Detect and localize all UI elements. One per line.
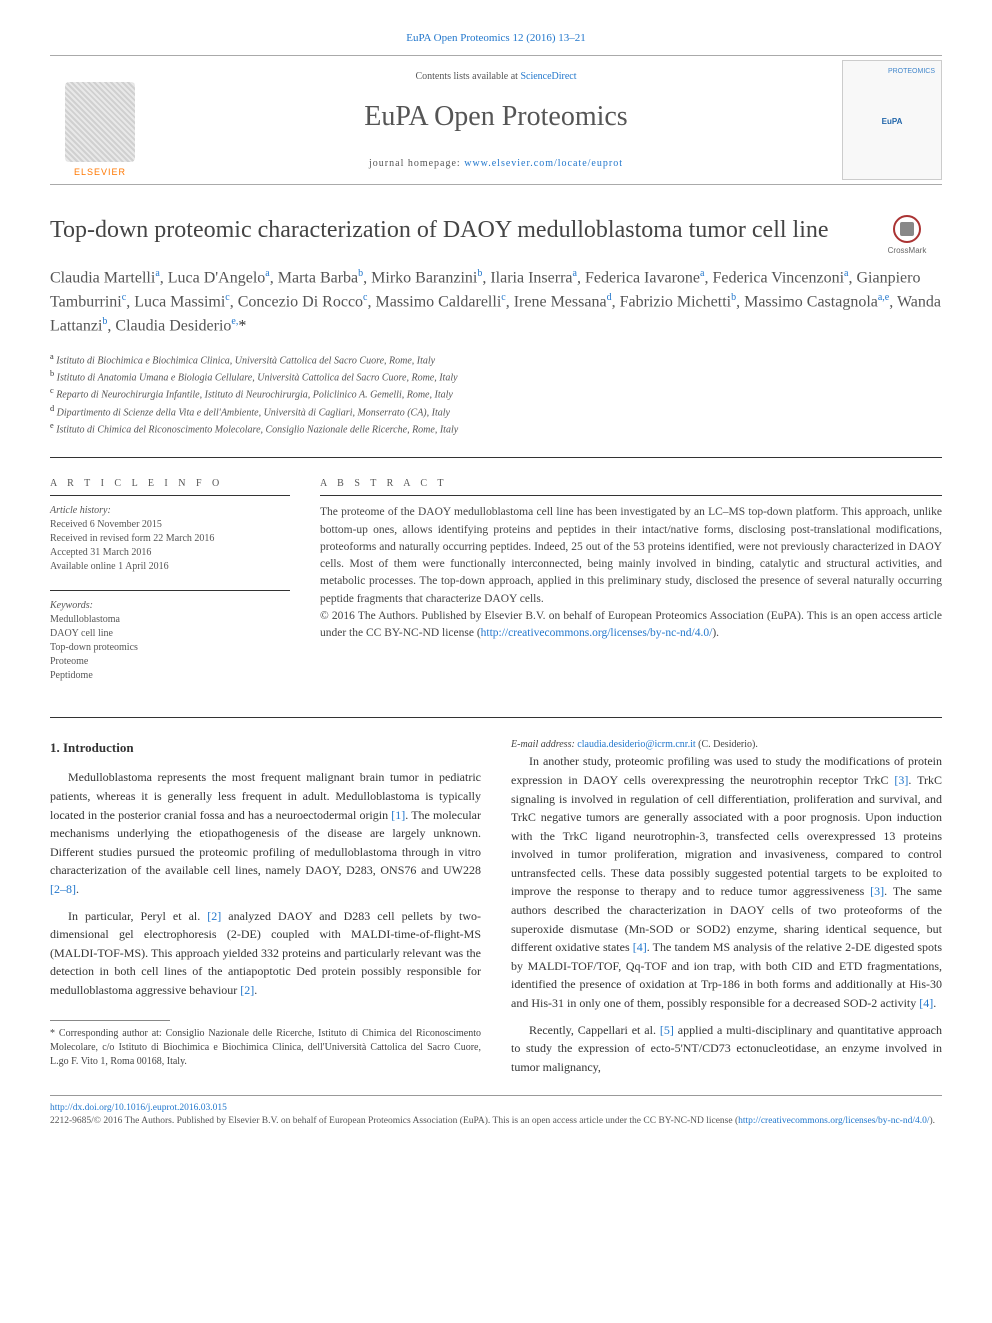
affiliations-list: a Istituto di Biochimica e Biochimica Cl… <box>50 351 942 438</box>
article-info-heading: A R T I C L E I N F O <box>50 476 290 491</box>
keyword: Top-down proteomics <box>50 641 290 655</box>
citation-link[interactable]: [3] <box>870 884 884 898</box>
cover-label-top: PROTEOMICS <box>888 67 935 78</box>
citation-link[interactable]: [4] <box>919 996 933 1010</box>
email-line: E-mail address: claudia.desiderio@icrm.c… <box>511 738 942 752</box>
abstract-text: The proteome of the DAOY medulloblastoma… <box>320 504 942 642</box>
history-line: Available online 1 April 2016 <box>50 560 290 574</box>
history-line: Received in revised form 22 March 2016 <box>50 532 290 546</box>
info-rule-1 <box>50 495 290 496</box>
footer-prefix: 2212-9685/© 2016 The Authors. Published … <box>50 1116 738 1126</box>
corresponding-author-note: * Corresponding author at: Consiglio Naz… <box>50 1027 481 1069</box>
page-footer: http://dx.doi.org/10.1016/j.euprot.2016.… <box>50 1095 942 1129</box>
banner-center: Contents lists available at ScienceDirec… <box>150 69 842 171</box>
email-suffix: (C. Desiderio). <box>696 739 758 750</box>
citation-link[interactable]: [5] <box>660 1023 674 1037</box>
abstract-heading: A B S T R A C T <box>320 476 942 491</box>
email-link[interactable]: claudia.desiderio@icrm.cnr.it <box>577 739 695 750</box>
info-rule-2 <box>50 590 290 591</box>
page-root: EuPA Open Proteomics 12 (2016) 13–21 ELS… <box>0 0 992 1168</box>
article-title: Top-down proteomic characterization of D… <box>50 215 942 246</box>
text-run: . <box>933 996 936 1010</box>
divider-top <box>50 457 942 458</box>
body-paragraph: In particular, Peryl et al. [2] analyzed… <box>50 907 481 1000</box>
keyword: Medulloblastoma <box>50 613 290 627</box>
contents-prefix: Contents lists available at <box>415 71 520 82</box>
homepage-prefix: journal homepage: <box>369 158 464 169</box>
keyword: Proteome <box>50 655 290 669</box>
text-run: . <box>254 983 257 997</box>
body-paragraph: Recently, Cappellari et al. [5] applied … <box>511 1021 942 1077</box>
journal-homepage-link[interactable]: www.elsevier.com/locate/euprot <box>464 158 623 169</box>
citation-link[interactable]: [2] <box>207 909 221 923</box>
journal-title: EuPA Open Proteomics <box>150 96 842 138</box>
crossmark-label: CrossMark <box>872 245 942 257</box>
cover-label-mid: EuPA <box>882 116 903 128</box>
history-label: Article history: <box>50 504 290 518</box>
publisher-logo-block: ELSEVIER <box>50 60 150 180</box>
copyright-suffix: ). <box>712 627 719 639</box>
citation-link[interactable]: [4] <box>633 940 647 954</box>
email-label: E-mail address: <box>511 739 577 750</box>
crossmark-badge[interactable]: CrossMark <box>872 215 942 257</box>
journal-homepage-line: journal homepage: www.elsevier.com/locat… <box>150 156 842 171</box>
authors-list: Claudia Martellia, Luca D'Angeloa, Marta… <box>50 266 942 339</box>
license-link[interactable]: http://creativecommons.org/licenses/by-n… <box>481 627 713 639</box>
keywords-block: Keywords: Medulloblastoma DAOY cell line… <box>50 599 290 683</box>
keyword: DAOY cell line <box>50 627 290 641</box>
text-run: In particular, Peryl et al. <box>68 909 207 923</box>
keyword: Peptidome <box>50 669 290 683</box>
journal-banner: ELSEVIER Contents lists available at Sci… <box>50 55 942 185</box>
crossmark-icon <box>893 215 921 243</box>
info-abstract-row: A R T I C L E I N F O Article history: R… <box>50 476 942 699</box>
article-info-column: A R T I C L E I N F O Article history: R… <box>50 476 290 699</box>
citation-link[interactable]: [2–8] <box>50 882 76 896</box>
citation-link[interactable]: [1] <box>391 808 405 822</box>
article-history-block: Article history: Received 6 November 201… <box>50 504 290 574</box>
contents-available-line: Contents lists available at ScienceDirec… <box>150 69 842 84</box>
journal-cover-thumbnail: PROTEOMICS EuPA <box>842 60 942 180</box>
footer-license-line: 2212-9685/© 2016 The Authors. Published … <box>50 1115 942 1128</box>
text-run: Recently, Cappellari et al. <box>529 1023 660 1037</box>
citation-link[interactable]: [2] <box>240 983 254 997</box>
divider-bottom <box>50 717 942 718</box>
history-line: Accepted 31 March 2016 <box>50 546 290 560</box>
footnote-rule <box>50 1020 170 1021</box>
text-run: . TrkC signaling is involved in regulati… <box>511 773 942 899</box>
citation-link[interactable]: [3] <box>894 773 908 787</box>
abstract-column: A B S T R A C T The proteome of the DAOY… <box>320 476 942 699</box>
publisher-name: ELSEVIER <box>74 166 126 180</box>
doi-link[interactable]: http://dx.doi.org/10.1016/j.euprot.2016.… <box>50 1103 227 1113</box>
sciencedirect-link[interactable]: ScienceDirect <box>520 71 576 82</box>
body-paragraph: In another study, proteomic profiling wa… <box>511 752 942 1012</box>
body-paragraph: Medulloblastoma represents the most freq… <box>50 768 481 898</box>
section-heading-intro: 1. Introduction <box>50 738 481 758</box>
footer-license-link[interactable]: http://creativecommons.org/licenses/by-n… <box>738 1116 929 1126</box>
text-run: In another study, proteomic profiling wa… <box>511 754 942 787</box>
text-run: . <box>76 882 79 896</box>
keywords-label: Keywords: <box>50 599 290 613</box>
running-head-citation: EuPA Open Proteomics 12 (2016) 13–21 <box>50 30 942 47</box>
body-two-column: 1. Introduction Medulloblastoma represen… <box>50 738 942 1076</box>
footer-suffix: ). <box>930 1116 936 1126</box>
history-line: Received 6 November 2015 <box>50 518 290 532</box>
elsevier-tree-icon <box>65 82 135 162</box>
abstract-body: The proteome of the DAOY medulloblastoma… <box>320 506 942 604</box>
abstract-rule <box>320 495 942 496</box>
article-header: CrossMark Top-down proteomic characteriz… <box>50 215 942 438</box>
